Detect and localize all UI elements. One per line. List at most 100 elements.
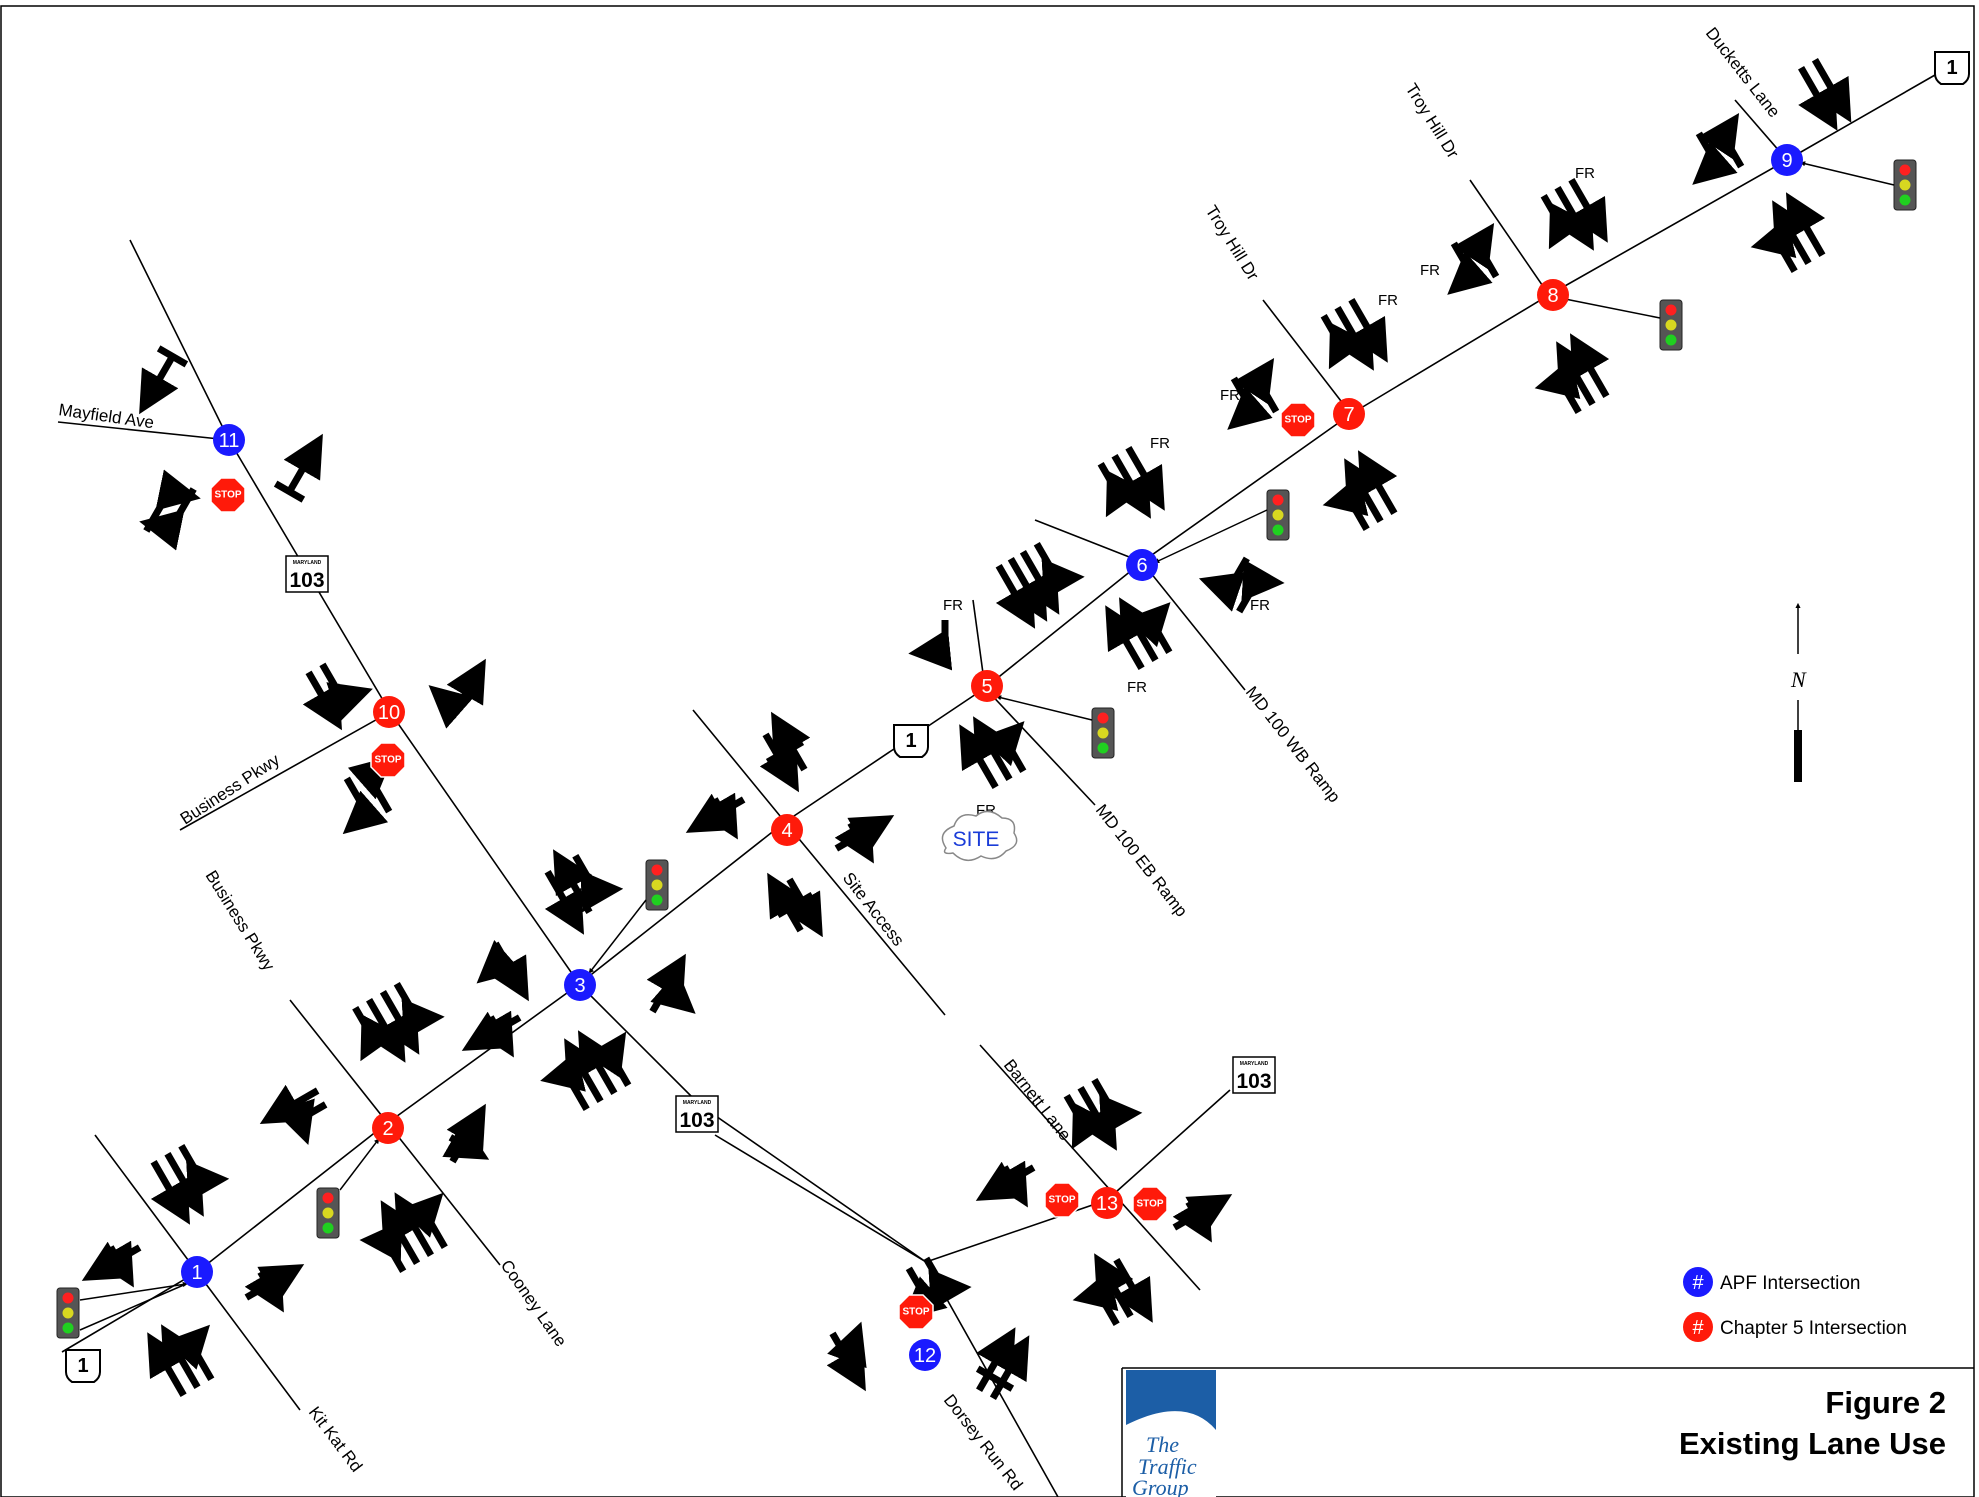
- fr-label: FR: [1250, 597, 1270, 614]
- legend-chapter5-marker: [1683, 1312, 1713, 1342]
- road-label-md100wb: MD 100 WB Ramp: [1242, 683, 1344, 806]
- stop-signs: STOP STOP STOP STOP STOP STOP: [210, 402, 1316, 1330]
- fr-label: FR: [1150, 435, 1170, 452]
- road-label-md100eb: MD 100 EB Ramp: [1092, 801, 1191, 921]
- road-label-business-south: Business Pkwy: [202, 867, 279, 974]
- troy-hill-road-2: [1469, 179, 1550, 296]
- fr-label: FR: [1127, 679, 1147, 696]
- intersection-marker-3: 3: [564, 969, 596, 1001]
- lane-arrow-group: [759, 711, 811, 793]
- page-frame: [0, 5, 1975, 1497]
- lane-arrow-group: [1097, 446, 1165, 519]
- fr-label: FR: [1220, 387, 1240, 404]
- lane-arrow-group: [273, 433, 323, 503]
- road-label-troy2: Troy Hill Dr: [1402, 80, 1463, 162]
- intersection-circle: [373, 696, 405, 728]
- intersection-marker-12: 12: [909, 1339, 941, 1371]
- road-label-barnett: Barnett Lane: [1000, 1056, 1075, 1144]
- traffic-signal-icon: [1659, 299, 1683, 351]
- stop-sign: STOP: [1132, 1186, 1168, 1222]
- lane-arrow-group: [1063, 1078, 1143, 1151]
- intersection-marker-8: 8: [1537, 279, 1569, 311]
- troy-hill-road-1: [1262, 299, 1352, 415]
- intersection-number: 9: [1781, 150, 1792, 172]
- svg-text:STOP: STOP: [1136, 1199, 1163, 1210]
- intersection-number: 6: [1136, 555, 1147, 577]
- intersection-number: 11: [219, 430, 240, 452]
- north-label: N: [1790, 667, 1807, 692]
- barnett-road: [979, 1044, 1201, 1291]
- lane-arrow-group: [959, 716, 1027, 789]
- us1-shield-right: 1: [1934, 51, 1970, 85]
- intersection-marker-4: 4: [771, 814, 803, 846]
- traffic-signal-icon: [56, 1287, 80, 1339]
- intersection-marker-11: 11: [213, 424, 245, 456]
- md103-shield-1: MARYLAND 103: [285, 555, 329, 593]
- intersection-circle: [1091, 1187, 1123, 1219]
- intersection-marker-13: 13: [1091, 1187, 1123, 1219]
- stop-sign: STOP: [370, 742, 406, 778]
- lane-arrow-group: [81, 1240, 142, 1288]
- stop-sign: STOP: [210, 477, 246, 513]
- intersection-number: 2: [382, 1118, 393, 1140]
- signal-pointer: [79, 1281, 189, 1301]
- road-label-site-access: Site Access: [839, 869, 908, 950]
- lane-arrow-group: [1692, 112, 1745, 185]
- svg-text:MARYLAND: MARYLAND: [1240, 1061, 1269, 1067]
- signal-pointer: [588, 899, 647, 974]
- md100-wb-ramp-road: [1141, 561, 1246, 691]
- legend-chapter5-label: Chapter 5 Intersection: [1720, 1318, 1907, 1339]
- legend: # APF Intersection # Chapter 5 Intersect…: [1683, 1267, 1907, 1342]
- us1-mainline: [61, 74, 1936, 1353]
- lane-arrow-group: [1750, 192, 1826, 273]
- intersection-circle: [909, 1339, 941, 1371]
- lane-arrow-group: [1198, 556, 1285, 614]
- wb-ramp-west-road: [1034, 519, 1143, 563]
- signal-pointer: [1562, 297, 1661, 319]
- svg-text:STOP: STOP: [214, 490, 241, 501]
- figure-title: Existing Lane Use: [1679, 1426, 1946, 1461]
- lane-arrow-group: [1798, 58, 1852, 131]
- lane-arrow-group: [1072, 1253, 1153, 1326]
- road-label-cooney: Cooney Lane: [497, 1256, 571, 1350]
- lane-arrow-group: [1534, 333, 1610, 414]
- lane-arrow-group: [1447, 222, 1500, 295]
- road-label-ducketts: Ducketts Lane: [1702, 24, 1784, 121]
- md103-shield-3: MARYLAND 103: [1232, 1056, 1276, 1094]
- intersection-circle: [372, 1112, 404, 1144]
- intersection-number: 12: [914, 1345, 936, 1367]
- lane-arrow-group: [767, 872, 823, 938]
- svg-text:STOP: STOP: [902, 1307, 929, 1318]
- route-shields: 1 1 1 MARYLAND 103 MARYLAND 103 MARYLAND…: [65, 51, 1970, 1383]
- lane-arrow-group: [147, 1324, 215, 1397]
- lane-arrow-group: [685, 792, 746, 840]
- road-label-business-north: Business Pkwy: [177, 750, 284, 828]
- lane-arrow-group: [476, 939, 529, 1002]
- company-logo: The Traffic Group: [1126, 1370, 1216, 1497]
- intersection-number: 7: [1343, 404, 1354, 426]
- lane-arrow-group: [646, 953, 696, 1014]
- lane-arrow-group: [442, 1103, 490, 1164]
- legend-apf-label: APF Intersection: [1720, 1273, 1860, 1294]
- figure-number: Figure 2: [1825, 1385, 1946, 1420]
- stop-sign: STOP: [1044, 1182, 1080, 1218]
- intersection-marker-7: 7: [1333, 398, 1365, 430]
- intersection-circle: [1333, 398, 1365, 430]
- intersection-number: 5: [981, 676, 992, 698]
- signal-pointer: [995, 695, 1093, 721]
- signal-pointer: [339, 1138, 380, 1191]
- lane-arrow-group: [244, 1264, 305, 1313]
- md103-shield-2: MARYLAND 103: [675, 1095, 719, 1133]
- md100-eb-ramp-road: [984, 687, 1096, 806]
- svg-text:STOP: STOP: [1284, 415, 1311, 426]
- svg-text:STOP: STOP: [374, 755, 401, 766]
- md103-road: [129, 239, 1059, 1497]
- intersection-circle: [213, 424, 245, 456]
- fr-label: FR: [943, 597, 963, 614]
- intersection-marker-5: 5: [971, 670, 1003, 702]
- lane-arrow-group: [428, 658, 486, 729]
- traffic-signal-icon: [316, 1187, 340, 1239]
- intersection-circle: [181, 1256, 213, 1288]
- traffic-signals: [56, 159, 1917, 1339]
